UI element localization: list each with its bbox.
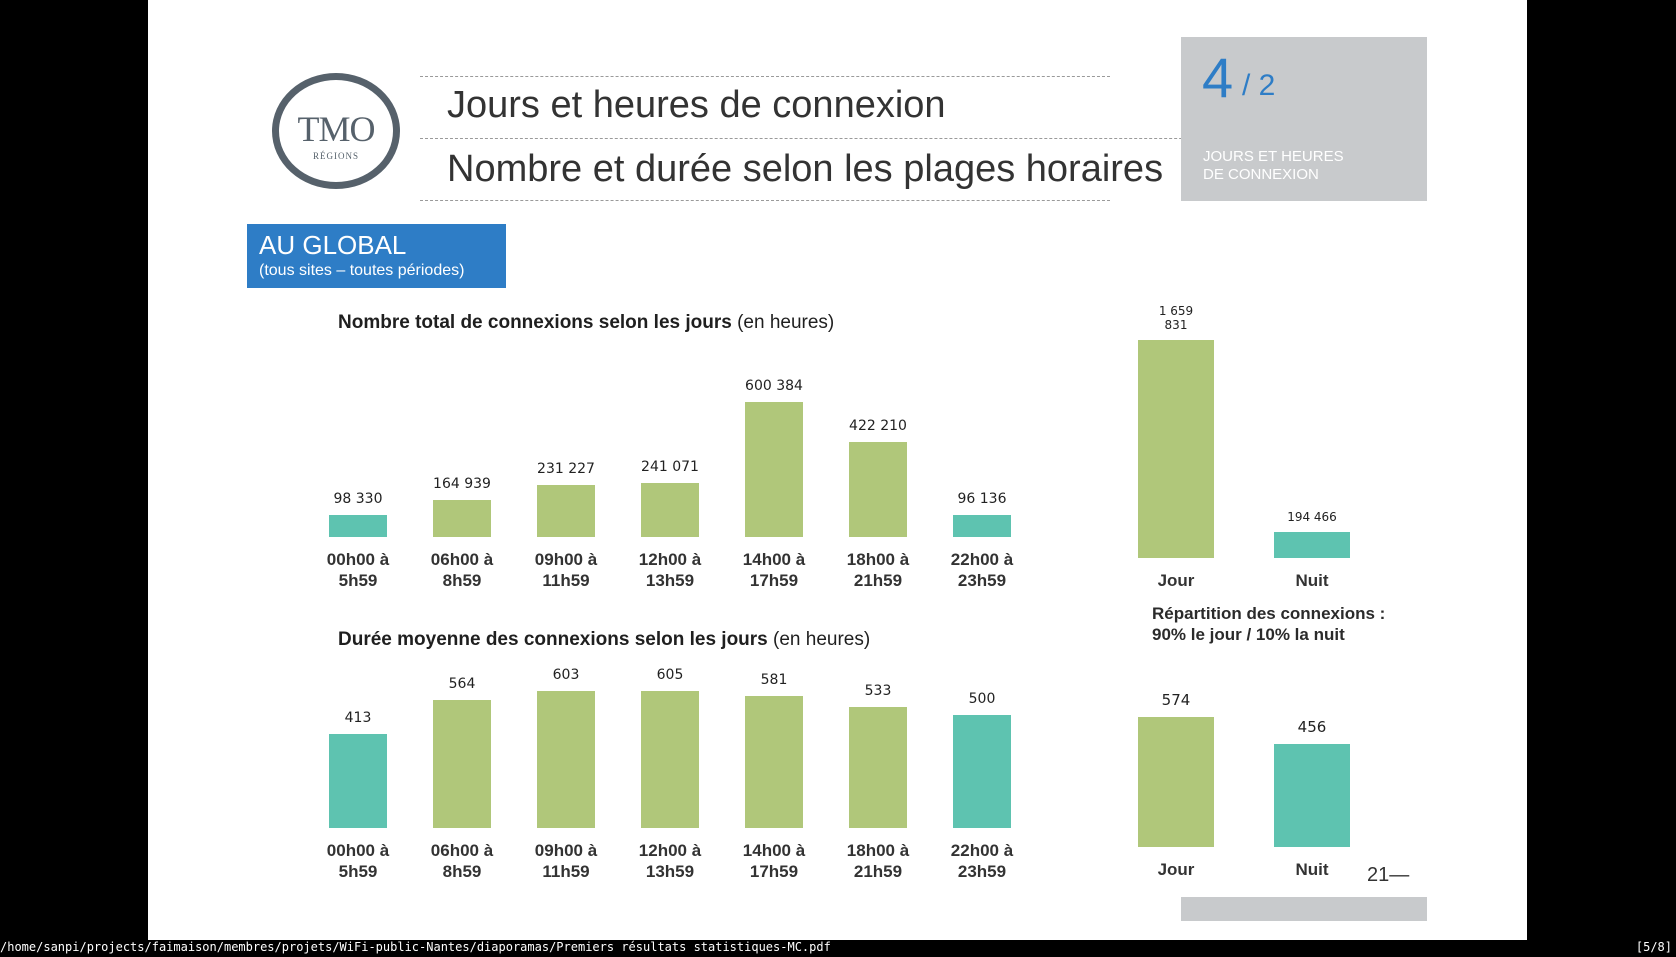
count-daynight-value-label-2: 194 466 <box>1252 510 1372 524</box>
duration-hour-bar-2 <box>433 700 491 828</box>
count-hour-value-label-7: 96 136 <box>922 491 1042 507</box>
chart-connections-by-hour: 98 330 00h00 à 5h59 164 939 06h00 à 8h59 231 2… <box>298 340 1178 600</box>
duration-daynight-value-label-1: 574 <box>1116 692 1236 709</box>
chart1-title-unit: (en heures) <box>732 312 834 333</box>
count-daynight-bar-2 <box>1274 532 1350 558</box>
slide-subtitle: Nombre et durée selon les plages horaire… <box>447 148 1163 191</box>
repartition-line2: 90% le jour / 10% la nuit <box>1152 624 1385 645</box>
count-hour-bar-3 <box>537 485 595 537</box>
duration-daynight-category-label-2: Nuit <box>1252 859 1372 880</box>
duration-hour-value-label-5: 581 <box>714 672 834 688</box>
duration-hour-bar-5 <box>745 696 803 828</box>
file-path: /home/sanpi/projects/faimaison/membres/p… <box>0 940 831 954</box>
duration-daynight-bar-1 <box>1138 717 1214 847</box>
chart1-title-bold: Nombre total de connexions selon les jou… <box>338 312 732 333</box>
count-hour-value-label-6: 422 210 <box>818 418 938 434</box>
duration-hour-value-label-2: 564 <box>402 676 522 692</box>
chart1-title: Nombre total de connexions selon les jou… <box>338 312 834 334</box>
global-title: AU GLOBAL <box>259 230 406 261</box>
slide-title: Jours et heures de connexion <box>447 84 946 127</box>
count-hour-category-label-5: 14h00 à 17h59 <box>714 549 834 591</box>
chart-duration-by-hour: 413 00h00 à 5h59 564 06h00 à 8h59 603 09h00 à 11… <box>298 655 1178 885</box>
repartition-note: Répartition des connexions : 90% le jour… <box>1152 603 1385 645</box>
duration-hour-category-label-2: 06h00 à 8h59 <box>402 840 522 882</box>
count-hour-category-label-6: 18h00 à 21h59 <box>818 549 938 591</box>
count-hour-category-label-4: 12h00 à 13h59 <box>610 549 730 591</box>
chart-duration-day-night: 574 Jour 456 Nuit <box>1138 680 1398 885</box>
chart2-title-unit: (en heures) <box>768 629 870 650</box>
count-hour-value-label-1: 98 330 <box>298 491 418 507</box>
duration-hour-bar-6 <box>849 707 907 828</box>
count-daynight-bar-1 <box>1138 340 1214 558</box>
duration-hour-bar-7 <box>953 715 1011 828</box>
footer-bar <box>1181 897 1427 921</box>
count-hour-category-label-2: 06h00 à 8h59 <box>402 549 522 591</box>
page-number: 21— <box>1367 864 1409 887</box>
count-hour-bar-5 <box>745 402 803 537</box>
duration-daynight-category-label-1: Jour <box>1116 859 1236 880</box>
duration-hour-bar-1 <box>329 734 387 828</box>
count-hour-bar-4 <box>641 483 699 537</box>
duration-hour-category-label-1: 00h00 à 5h59 <box>298 840 418 882</box>
count-hour-value-label-2: 164 939 <box>402 476 522 492</box>
logo-subtext: RÉGIONS <box>279 151 393 161</box>
duration-hour-value-label-6: 533 <box>818 683 938 699</box>
global-subtitle: (tous sites – toutes périodes) <box>259 262 464 280</box>
divider-middle <box>420 138 1302 139</box>
slide: TMO RÉGIONS Jours et heures de connexion… <box>148 0 1527 940</box>
count-hour-category-label-3: 09h00 à 11h59 <box>506 549 626 591</box>
logo-text: TMO <box>279 108 393 150</box>
count-hour-category-label-1: 00h00 à 5h59 <box>298 549 418 591</box>
duration-hour-category-label-5: 14h00 à 17h59 <box>714 840 834 882</box>
count-hour-bar-1 <box>329 515 387 537</box>
count-daynight-category-label-2: Nuit <box>1252 570 1372 591</box>
chart-connections-day-night: 1 659 831 Jour 194 466 Nuit <box>1138 295 1398 590</box>
section-label-line2: DE CONNEXION <box>1203 166 1413 184</box>
duration-hour-value-label-4: 605 <box>610 667 730 683</box>
duration-daynight-value-label-2: 456 <box>1252 719 1372 736</box>
count-hour-value-label-3: 231 227 <box>506 461 626 477</box>
duration-hour-category-label-4: 12h00 à 13h59 <box>610 840 730 882</box>
global-badge: AU GLOBAL (tous sites – toutes périodes) <box>247 224 506 288</box>
duration-hour-category-label-6: 18h00 à 21h59 <box>818 840 938 882</box>
section-label: JOURS ET HEURES DE CONNEXION <box>1203 148 1413 184</box>
chart2-title: Durée moyenne des connexions selon les j… <box>338 629 870 651</box>
count-hour-bar-7 <box>953 515 1011 537</box>
count-hour-value-label-4: 241 071 <box>610 459 730 475</box>
duration-hour-value-label-7: 500 <box>922 691 1042 707</box>
chart2-title-bold: Durée moyenne des connexions selon les j… <box>338 629 768 650</box>
page-indicator: [5/8] <box>1636 940 1672 954</box>
section-box: 4 / 2 JOURS ET HEURES DE CONNEXION <box>1181 37 1427 201</box>
duration-hour-value-label-3: 603 <box>506 667 626 683</box>
section-total: / 2 <box>1242 69 1275 103</box>
divider-bottom <box>420 200 1110 201</box>
count-daynight-category-label-1: Jour <box>1116 570 1236 591</box>
duration-hour-bar-4 <box>641 691 699 828</box>
count-hour-bar-2 <box>433 500 491 537</box>
section-label-line1: JOURS ET HEURES <box>1203 148 1413 166</box>
count-hour-value-label-5: 600 384 <box>714 378 834 394</box>
count-hour-category-label-7: 22h00 à 23h59 <box>922 549 1042 591</box>
duration-hour-bar-3 <box>537 691 595 828</box>
duration-hour-value-label-1: 413 <box>298 710 418 726</box>
tmo-logo: TMO RÉGIONS <box>272 73 400 189</box>
duration-hour-category-label-3: 09h00 à 11h59 <box>506 840 626 882</box>
divider-top <box>420 76 1110 77</box>
count-hour-bar-6 <box>849 442 907 537</box>
section-number: 4 <box>1202 45 1233 110</box>
duration-daynight-bar-2 <box>1274 744 1350 847</box>
repartition-line1: Répartition des connexions : <box>1152 603 1385 624</box>
duration-hour-category-label-7: 22h00 à 23h59 <box>922 840 1042 882</box>
count-daynight-value-label-1: 1 659 831 <box>1116 304 1236 332</box>
